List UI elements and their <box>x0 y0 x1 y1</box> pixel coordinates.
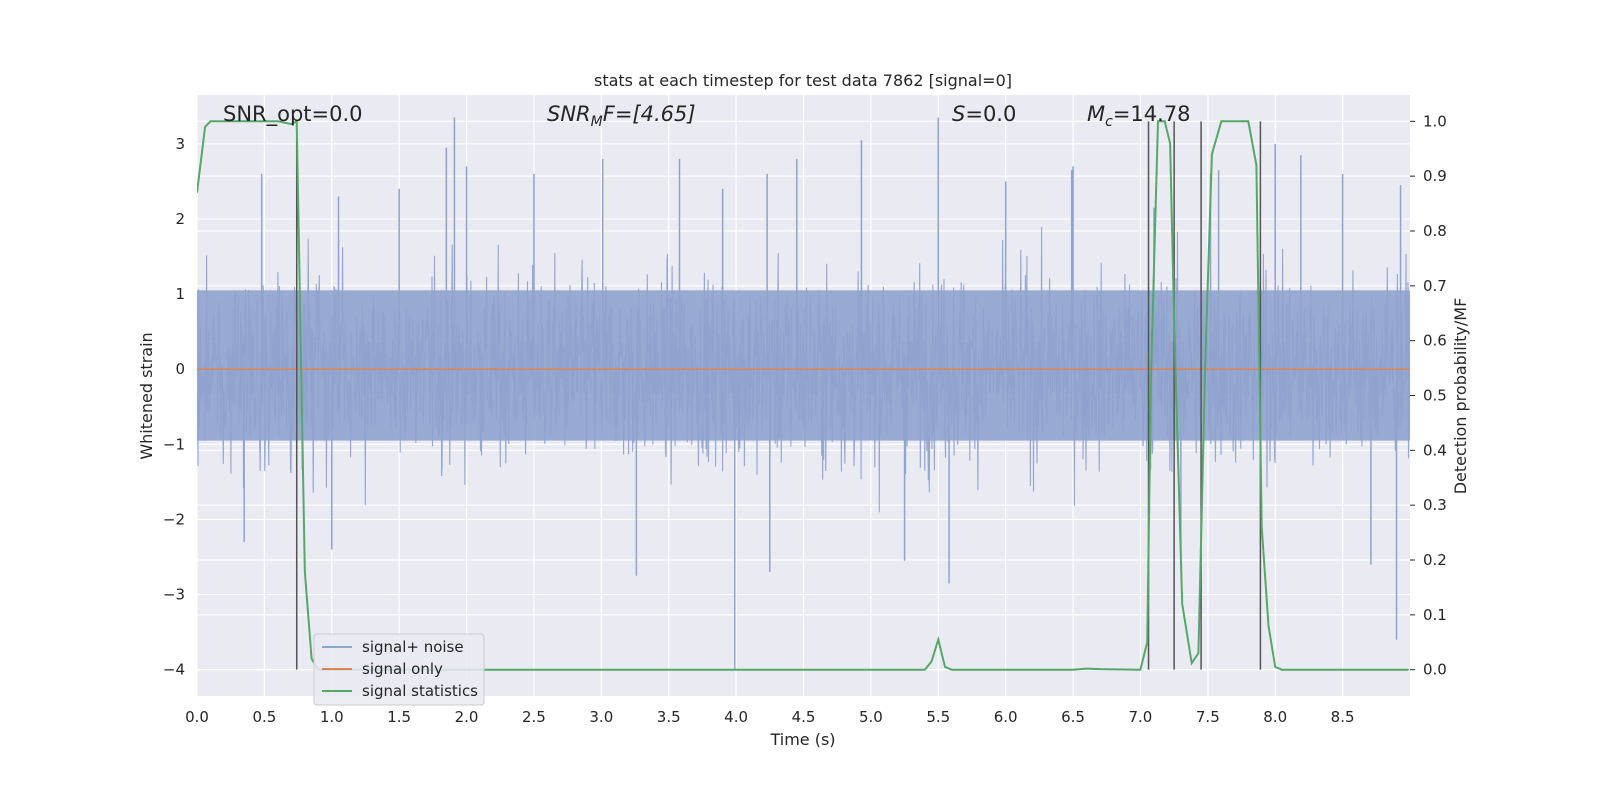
right-y-tick-label: 0.1 <box>1423 606 1447 624</box>
mc-annotation: Mc=14.78 <box>1087 102 1191 130</box>
signal-statistics-line <box>197 119 1409 671</box>
x-tick-label: 1.0 <box>320 708 344 726</box>
signal-noise-core <box>197 290 1410 441</box>
right-y-tick-label: 0.6 <box>1423 332 1447 350</box>
x-tick-label: 6.0 <box>994 708 1018 726</box>
x-tick-label: 0.5 <box>252 708 276 726</box>
x-tick-label: 8.0 <box>1263 708 1287 726</box>
chart-title: stats at each timestep for test data 786… <box>594 71 1012 90</box>
x-tick-label: 8.5 <box>1331 708 1355 726</box>
right-y-tick-label: 0.8 <box>1423 222 1447 240</box>
snr-mf-sub: M <box>591 114 603 130</box>
x-tick-label: 7.0 <box>1129 708 1153 726</box>
y-tick-label: −2 <box>163 510 185 528</box>
snr-mf-rest: F=[4.65] <box>603 102 696 126</box>
x-tick-label: 5.0 <box>859 708 883 726</box>
legend-label-signal-only: signal only <box>362 660 443 678</box>
s-main: S <box>952 102 965 126</box>
legend: signal+ noise signal only signal statist… <box>313 633 485 706</box>
y-tick-label: 2 <box>175 210 185 228</box>
x-tick-label: 2.0 <box>455 708 479 726</box>
x-tick-label: 6.5 <box>1061 708 1085 726</box>
legend-box <box>313 633 485 706</box>
y-tick-label: −3 <box>163 586 185 604</box>
x-tick-label: 2.5 <box>522 708 546 726</box>
y-tick-label: 1 <box>175 285 185 303</box>
y-axis-label: Whitened strain <box>137 332 156 459</box>
signal-statistics-series <box>197 119 1409 671</box>
x-tick-labels: 0.0 0.5 1.0 1.5 2.0 2.5 3.0 3.5 4.0 4.5 5.0 5.5 6.0 6… <box>185 708 1354 726</box>
s-annotation: S=0.0 <box>952 102 1016 126</box>
right-y-tick-label: 0.7 <box>1423 277 1447 295</box>
snr-opt-annotation: SNR_opt=0.0 <box>223 102 363 127</box>
plot-area <box>197 117 1410 671</box>
snr-mf-annotation: SNRMF=[4.65] <box>547 102 696 130</box>
legend-label-signal-statistics: signal statistics <box>362 682 478 700</box>
y-tick-labels: 3 2 1 0 −1 −2 −3 −4 <box>163 135 185 679</box>
x-tick-label: 7.5 <box>1196 708 1220 726</box>
right-y-tick-label: 0.3 <box>1423 496 1447 514</box>
right-y-tick-label: 0.4 <box>1423 441 1447 459</box>
right-y-tick-label: 1.0 <box>1423 112 1447 130</box>
right-y-tick-label: 0.0 <box>1423 661 1447 679</box>
x-tick-label: 0.0 <box>185 708 209 726</box>
mc-rest: =14.78 <box>1113 102 1191 126</box>
y-tick-label: 3 <box>175 135 185 153</box>
x-tick-label: 3.0 <box>589 708 613 726</box>
right-y-tick-labels: 1.0 0.9 0.8 0.7 0.6 0.5 0.4 0.3 0.2 0.1 0.0 <box>1410 112 1447 679</box>
x-tick-label: 4.5 <box>792 708 816 726</box>
signal-noise-series <box>197 117 1410 670</box>
right-y-tick-label: 0.9 <box>1423 167 1447 185</box>
y-tick-label: −4 <box>163 661 185 679</box>
x-tick-label: 4.0 <box>724 708 748 726</box>
x-tick-label: 3.5 <box>657 708 681 726</box>
mc-sub: c <box>1105 114 1113 130</box>
right-y-tick-label: 0.2 <box>1423 551 1447 569</box>
snr-mf-main: SNR <box>547 102 591 126</box>
right-y-tick-label: 0.5 <box>1423 387 1447 405</box>
y-tick-label: 0 <box>175 360 185 378</box>
mc-main: M <box>1087 102 1105 126</box>
x-tick-label: 5.5 <box>926 708 950 726</box>
right-y-axis-label: Detection probability/MF <box>1451 298 1470 495</box>
x-axis-label: Time (s) <box>769 730 835 749</box>
x-tick-label: 1.5 <box>387 708 411 726</box>
legend-label-signal-noise: signal+ noise <box>362 638 464 656</box>
s-rest: =0.0 <box>965 102 1016 126</box>
y-tick-label: −1 <box>163 435 185 453</box>
